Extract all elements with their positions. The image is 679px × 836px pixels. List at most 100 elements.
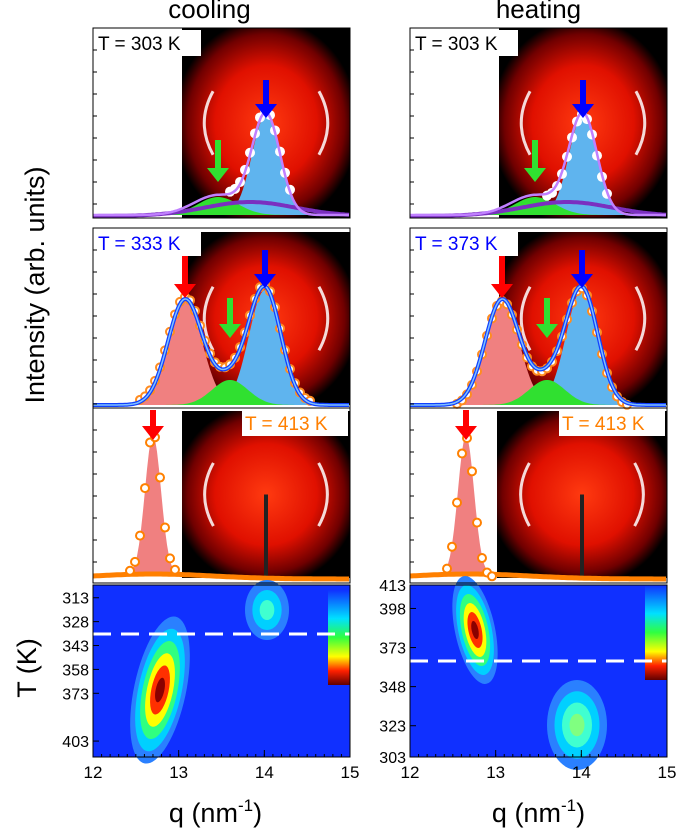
- panel-frame: [409, 27, 668, 219]
- peak-area: [410, 435, 667, 575]
- x-label-end: ): [253, 798, 262, 828]
- y-tick-label: 323: [379, 719, 406, 736]
- colorbar: [328, 590, 350, 685]
- y-axis-label: T (K): [12, 638, 42, 698]
- arrow-head: [142, 426, 164, 440]
- data-circle: [155, 472, 165, 483]
- column-title: cooling: [168, 0, 250, 24]
- ring-arc: [634, 286, 647, 351]
- x-label-end: ): [576, 798, 585, 828]
- data-circle: [477, 553, 487, 564]
- data-circle: [452, 497, 462, 508]
- x-tick-label: 12: [84, 763, 103, 782]
- ring-arc: [634, 90, 647, 156]
- data-circle: [467, 466, 477, 477]
- data-circle: [170, 564, 180, 575]
- ring-arc: [519, 90, 532, 156]
- x-tick-label: 12: [401, 763, 420, 782]
- beamstop: [264, 494, 268, 578]
- arrow-head: [572, 104, 594, 118]
- peak-area: [93, 290, 350, 405]
- label-box: [412, 30, 518, 56]
- x-label-text: q (nm: [169, 798, 238, 828]
- fit-line: [93, 110, 349, 217]
- heatmap-bg: [410, 585, 667, 757]
- data-circle: [130, 556, 140, 567]
- x-tick-label: 13: [486, 763, 505, 782]
- y-tick-label: 313: [62, 591, 89, 608]
- ring-arc: [317, 462, 329, 527]
- data-circle: [487, 571, 497, 582]
- x-tick-label: 13: [169, 763, 188, 782]
- label-box: [242, 410, 348, 436]
- ring-arc: [519, 462, 531, 527]
- ring-arc: [317, 90, 330, 156]
- x-label-text: q (nm: [492, 798, 561, 828]
- y-axis-label: Intensity (arb. units): [20, 166, 50, 403]
- data-circle: [135, 530, 145, 541]
- ring-arc: [633, 462, 645, 527]
- label-box: [412, 230, 518, 256]
- ring-arc: [317, 286, 330, 351]
- contour: [471, 621, 479, 639]
- ring-arc: [202, 90, 215, 156]
- arrow-head: [536, 324, 558, 338]
- data-circle: [472, 517, 482, 528]
- panel-label: T = 373 K: [415, 234, 498, 255]
- contour: [259, 600, 275, 620]
- x-tick-label: 14: [572, 763, 591, 782]
- x-axis-label: q (nm-1): [169, 796, 262, 828]
- contour: [155, 677, 165, 703]
- data-circle: [447, 541, 457, 552]
- y-tick-label: 373: [62, 686, 89, 703]
- y-tick-label: 303: [379, 750, 406, 767]
- label-box: [95, 230, 201, 256]
- arrow-head: [219, 324, 241, 338]
- fit-line: [410, 285, 666, 406]
- arrow-head: [491, 284, 513, 298]
- x-tick-label: 14: [255, 763, 274, 782]
- y-tick-label: 413: [379, 578, 406, 595]
- column-title: heating: [496, 0, 581, 24]
- y-tick-label: 398: [379, 601, 406, 618]
- arrow-head: [571, 274, 593, 288]
- data-circle: [125, 565, 135, 576]
- arrow-head: [524, 168, 546, 182]
- y-tick-label: 328: [62, 615, 89, 632]
- x-tick-label: 15: [658, 763, 677, 782]
- data-circle: [140, 483, 150, 494]
- artwork: [92, 27, 668, 770]
- arrow-head: [254, 274, 276, 288]
- arrow-head: [255, 104, 277, 118]
- colorbar: [645, 585, 667, 680]
- x-axis-label: q (nm-1): [492, 796, 585, 828]
- ring-arc: [519, 286, 532, 351]
- y-tick-label: 358: [62, 662, 89, 679]
- ring-arc: [202, 286, 215, 351]
- arrow-head: [455, 426, 477, 440]
- beamstop: [580, 494, 584, 578]
- baseline: [409, 571, 666, 582]
- labels: cooling T = 303 K T = 333 K T = 413 K 12 13 14…: [12, 0, 676, 828]
- panel-frame: [92, 27, 351, 219]
- ring-arc: [203, 462, 215, 527]
- label-box: [559, 410, 665, 436]
- fit-line: [93, 285, 349, 406]
- label-box: [95, 30, 201, 56]
- panel-label: T = 413 K: [562, 414, 645, 435]
- x-label-sup: -1: [561, 796, 576, 815]
- panel-label: T = 303 K: [98, 34, 181, 55]
- panel-label: T = 333 K: [98, 234, 181, 255]
- data-circle: [457, 448, 467, 459]
- peak-area: [410, 380, 667, 405]
- peak-area: [93, 380, 350, 405]
- y-tick-label: 343: [62, 639, 89, 656]
- peak-area: [410, 290, 667, 405]
- peak-area: [410, 115, 667, 215]
- arrow-head: [174, 284, 196, 298]
- panel-label: T = 413 K: [245, 414, 328, 435]
- baseline: [92, 571, 349, 582]
- peak-area: [93, 435, 350, 575]
- y-tick-label: 403: [62, 734, 89, 751]
